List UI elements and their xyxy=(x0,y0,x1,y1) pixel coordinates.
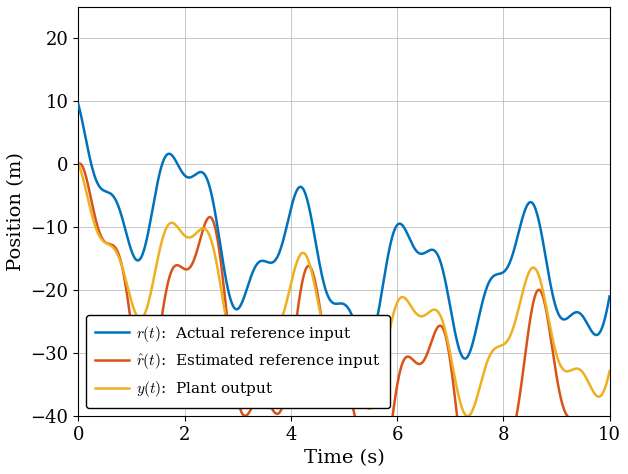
$y(t)$:  Plant output: (7.33, -40.1): Plant output: (7.33, -40.1) xyxy=(464,413,472,419)
$y(t)$:  Plant output: (0, 0): Plant output: (0, 0) xyxy=(75,161,82,167)
Line: $y(t)$:  Plant output: $y(t)$: Plant output xyxy=(78,164,610,416)
$r(t)$:  Actual reference input: (10, -21): Actual reference input: (10, -21) xyxy=(606,293,614,299)
$\hat{r}(t)$:  Estimated reference input: (1.82, -16.2): Estimated reference input: (1.82, -16.2) xyxy=(171,263,179,269)
$r(t)$:  Actual reference input: (0, 9.5): Actual reference input: (0, 9.5) xyxy=(75,101,82,107)
$r(t)$:  Actual reference input: (7.28, -30.9): Actual reference input: (7.28, -30.9) xyxy=(461,356,468,362)
$y(t)$:  Plant output: (10, -32.9): Plant output: (10, -32.9) xyxy=(606,368,614,374)
$\hat{r}(t)$:  Estimated reference input: (0.024, 0.103): Estimated reference input: (0.024, 0.103… xyxy=(76,161,84,166)
Line: $r(t)$:  Actual reference input: $r(t)$: Actual reference input xyxy=(78,104,610,359)
X-axis label: Time (s): Time (s) xyxy=(303,449,384,467)
$r(t)$:  Actual reference input: (6, -9.73): Actual reference input: (6, -9.73) xyxy=(393,222,401,228)
$\hat{r}(t)$:  Estimated reference input: (6.51, -31.2): Estimated reference input: (6.51, -31.2) xyxy=(420,357,428,363)
$r(t)$:  Actual reference input: (6.5, -14.2): Actual reference input: (6.5, -14.2) xyxy=(420,250,428,256)
$r(t)$:  Actual reference input: (1.82, 0.78): Actual reference input: (1.82, 0.78) xyxy=(171,156,178,162)
$\hat{r}(t)$:  Estimated reference input: (0, 0): Estimated reference input: (0, 0) xyxy=(75,161,82,167)
Legend: $r(t)$:  Actual reference input, $\hat{r}(t)$:  Estimated reference input, $y(t): $r(t)$: Actual reference input, $\hat{r}… xyxy=(86,315,390,408)
Y-axis label: Position (m): Position (m) xyxy=(7,152,25,271)
Line: $\hat{r}(t)$:  Estimated reference input: $\hat{r}(t)$: Estimated reference input xyxy=(78,164,610,474)
$y(t)$:  Plant output: (3.82, -24.7): Plant output: (3.82, -24.7) xyxy=(278,317,285,322)
$y(t)$:  Plant output: (7.46, -38.2): Plant output: (7.46, -38.2) xyxy=(471,401,479,407)
$\hat{r}(t)$:  Estimated reference input: (8.23, -41): Estimated reference input: (8.23, -41) xyxy=(512,419,519,425)
$y(t)$:  Plant output: (6, -22.1): Plant output: (6, -22.1) xyxy=(393,301,401,306)
$\hat{r}(t)$:  Estimated reference input: (3.82, -39): Estimated reference input: (3.82, -39) xyxy=(278,406,285,412)
$y(t)$:  Plant output: (6.5, -24.1): Plant output: (6.5, -24.1) xyxy=(420,313,428,319)
$r(t)$:  Actual reference input: (3.82, -13.1): Actual reference input: (3.82, -13.1) xyxy=(278,244,285,250)
$y(t)$:  Plant output: (1.82, -9.55): Plant output: (1.82, -9.55) xyxy=(171,221,178,227)
$r(t)$:  Actual reference input: (8.22, -13): Actual reference input: (8.22, -13) xyxy=(511,243,519,248)
$r(t)$:  Actual reference input: (7.46, -27.1): Actual reference input: (7.46, -27.1) xyxy=(471,332,479,338)
$\hat{r}(t)$:  Estimated reference input: (6, -35.2): Estimated reference input: (6, -35.2) xyxy=(393,383,401,388)
$y(t)$:  Plant output: (8.22, -25): Plant output: (8.22, -25) xyxy=(511,319,519,324)
